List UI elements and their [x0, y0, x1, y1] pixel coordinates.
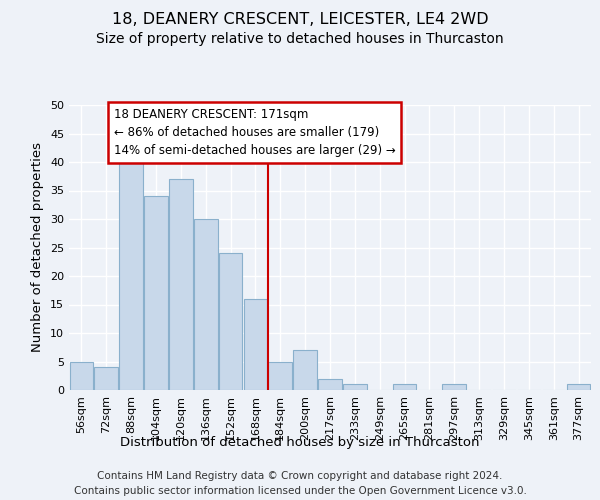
Bar: [293, 350, 317, 390]
Text: Contains HM Land Registry data © Crown copyright and database right 2024.: Contains HM Land Registry data © Crown c…: [97, 471, 503, 481]
Bar: [567, 384, 590, 390]
Bar: [244, 299, 267, 390]
Bar: [343, 384, 367, 390]
Text: 18, DEANERY CRESCENT, LEICESTER, LE4 2WD: 18, DEANERY CRESCENT, LEICESTER, LE4 2WD: [112, 12, 488, 28]
Bar: [219, 253, 242, 390]
Text: Distribution of detached houses by size in Thurcaston: Distribution of detached houses by size …: [120, 436, 480, 449]
Text: Contains public sector information licensed under the Open Government Licence v3: Contains public sector information licen…: [74, 486, 526, 496]
Bar: [393, 384, 416, 390]
Bar: [318, 378, 342, 390]
Text: Size of property relative to detached houses in Thurcaston: Size of property relative to detached ho…: [96, 32, 504, 46]
Bar: [144, 196, 168, 390]
Bar: [442, 384, 466, 390]
Y-axis label: Number of detached properties: Number of detached properties: [31, 142, 44, 352]
Bar: [268, 362, 292, 390]
Bar: [194, 219, 218, 390]
Text: 18 DEANERY CRESCENT: 171sqm
← 86% of detached houses are smaller (179)
14% of se: 18 DEANERY CRESCENT: 171sqm ← 86% of det…: [114, 108, 395, 157]
Bar: [169, 179, 193, 390]
Bar: [119, 156, 143, 390]
Bar: [94, 367, 118, 390]
Bar: [70, 362, 93, 390]
